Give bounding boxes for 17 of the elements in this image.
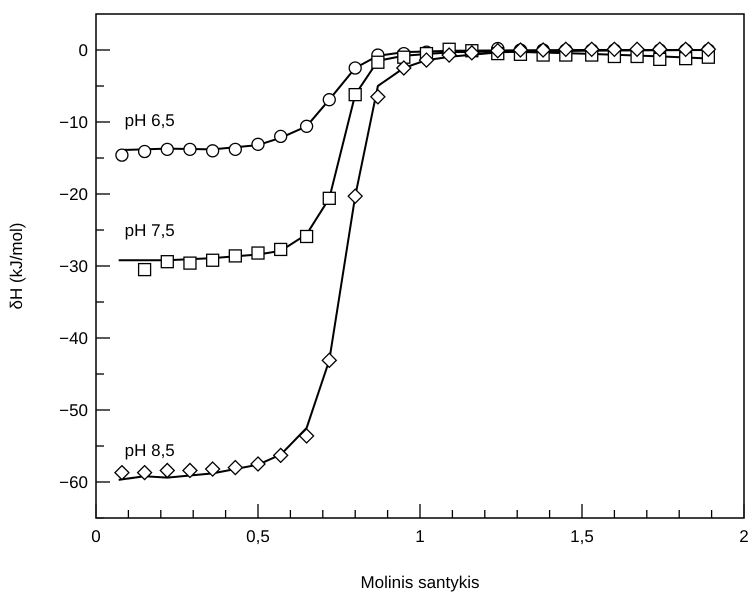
x-tick-label: 0	[91, 527, 101, 546]
series-label: pH 8,5	[124, 440, 175, 460]
x-tick-label: 1,5	[570, 527, 594, 546]
x-tick-label: 2	[739, 527, 749, 546]
y-tick-label: −40	[59, 328, 88, 348]
y-axis-title: δH (kJ/mol)	[7, 222, 26, 310]
x-tick-label: 1	[415, 527, 425, 546]
y-tick-label: −50	[59, 400, 88, 420]
y-tick-label: −10	[59, 112, 88, 132]
y-tick-label: −20	[59, 184, 88, 204]
series-label: pH 6,5	[124, 111, 175, 130]
x-axis-title: Molinis santykis	[360, 573, 480, 592]
y-tick-label: −30	[59, 256, 88, 276]
series-label: pH 7,5	[124, 221, 175, 240]
y-tick-label: 0	[78, 40, 88, 60]
y-tick-label: −60	[59, 472, 88, 492]
x-tick-label: 0,5	[246, 527, 270, 546]
